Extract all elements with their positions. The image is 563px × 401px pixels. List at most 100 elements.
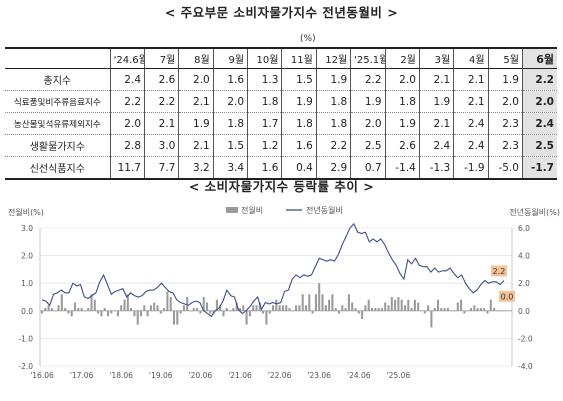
- bar: [166, 291, 169, 311]
- bar: [73, 302, 77, 311]
- table-cell: 2.8: [109, 134, 146, 157]
- column-header: 4월: [453, 47, 489, 69]
- bar: [47, 305, 50, 311]
- x-tick-label: '21.06: [228, 371, 252, 380]
- table-cell: -1.3: [418, 156, 455, 180]
- bar: [40, 310, 44, 314]
- bar: [258, 302, 261, 311]
- x-tick-label: '25.06: [387, 371, 411, 380]
- bar: [354, 308, 357, 311]
- table-cell: 1.9: [315, 68, 352, 91]
- bar: [225, 308, 228, 311]
- table-cell: 7.7: [143, 156, 180, 180]
- bar: [443, 308, 446, 311]
- bar: [196, 308, 199, 311]
- bar: [493, 308, 496, 311]
- bar: [394, 299, 397, 311]
- table-cell: 1.9: [487, 68, 523, 91]
- bar: [304, 305, 308, 311]
- bar: [106, 310, 110, 317]
- table-cell: 2.9: [315, 156, 352, 180]
- table-cell: 3.4: [212, 156, 249, 180]
- table-title: < 주요부문 소비자물가지수 전년동월비 >: [164, 5, 399, 20]
- bar: [285, 305, 288, 311]
- table-cell: 2.2: [109, 90, 146, 113]
- bar: [212, 310, 215, 314]
- right-tick-label: 6.0: [518, 224, 530, 233]
- bar: [486, 310, 489, 314]
- right-tick-label: 0.0: [518, 307, 530, 316]
- column-header: 7월: [143, 47, 180, 69]
- table-cell: 2.1: [178, 90, 214, 113]
- bar: [410, 308, 413, 311]
- right-tick-label: 2.0: [518, 279, 530, 288]
- column-header: 2월: [384, 47, 420, 69]
- table-cell: 2.2: [521, 68, 557, 91]
- bar: [215, 299, 218, 311]
- bar: [288, 308, 291, 311]
- bar: [179, 310, 182, 314]
- x-tick-label: '17.06: [70, 371, 94, 380]
- bar: [433, 308, 436, 311]
- bar: [57, 305, 60, 311]
- column-header: 10월: [247, 47, 283, 69]
- bar: [60, 294, 63, 311]
- x-tick-label: '19.06: [149, 371, 173, 380]
- table-cell: 1.5: [281, 68, 317, 91]
- bar: [374, 308, 377, 311]
- bar: [50, 308, 53, 311]
- table-cell: 2.1: [453, 90, 489, 113]
- bar: [70, 310, 73, 317]
- table-cell: 1.9: [350, 90, 386, 113]
- annotation-box-line: [491, 265, 507, 277]
- bar: [222, 310, 225, 317]
- x-tick-label: '16.06: [30, 371, 54, 380]
- bar: [456, 302, 459, 311]
- table-cell: -1.4: [384, 156, 420, 180]
- bar: [460, 299, 463, 311]
- bar: [436, 299, 440, 311]
- bar: [120, 305, 123, 311]
- table-cell: 1.8: [247, 90, 283, 113]
- left-axis-title: 전월비(%): [8, 207, 44, 217]
- right-axis-title: 전년동월비(%): [509, 207, 560, 217]
- table-cell: 1.8: [315, 112, 352, 135]
- bar: [136, 310, 139, 325]
- bar: [90, 294, 93, 311]
- bar: [430, 310, 433, 328]
- bar: [281, 305, 284, 311]
- left-tick-label: 3.0: [21, 224, 33, 233]
- bar: [337, 310, 341, 314]
- bar: [268, 310, 271, 314]
- annotation-line-value: 2.2: [493, 267, 506, 276]
- left-tick-label: -2.0: [18, 362, 33, 371]
- table-row: 총지수 2.4 2.6 2.0 1.6 1.3 1.5 1.9 2.2 2.0 2.1 2.1 1.9 2…: [5, 68, 557, 91]
- bar: [311, 310, 314, 314]
- column-header: 9월: [212, 47, 249, 69]
- bar: [377, 308, 380, 311]
- bar: [344, 308, 347, 311]
- unit-label: (%): [300, 34, 316, 44]
- table-cell: 1.9: [384, 112, 420, 135]
- series-line: [41, 222, 505, 318]
- legend-bar-label: 전월비: [241, 205, 263, 215]
- bar: [93, 299, 96, 311]
- table-cell: 2.0: [178, 68, 214, 91]
- bar: [367, 299, 370, 311]
- table-cell: 1.9: [178, 112, 214, 135]
- bar: [384, 302, 387, 311]
- table-cell: 2.4: [521, 112, 557, 135]
- bar: [44, 308, 47, 311]
- bar: [87, 308, 90, 311]
- column-header: 8월: [178, 47, 214, 69]
- bar: [116, 310, 119, 317]
- bar: [440, 308, 443, 311]
- x-tick-label: '22.06: [268, 371, 292, 380]
- bar: [390, 297, 393, 311]
- column-header: 3월: [418, 47, 455, 69]
- table-cell: 2.4: [109, 68, 146, 91]
- bar: [407, 299, 410, 311]
- bar: [139, 310, 143, 317]
- bar: [479, 308, 482, 311]
